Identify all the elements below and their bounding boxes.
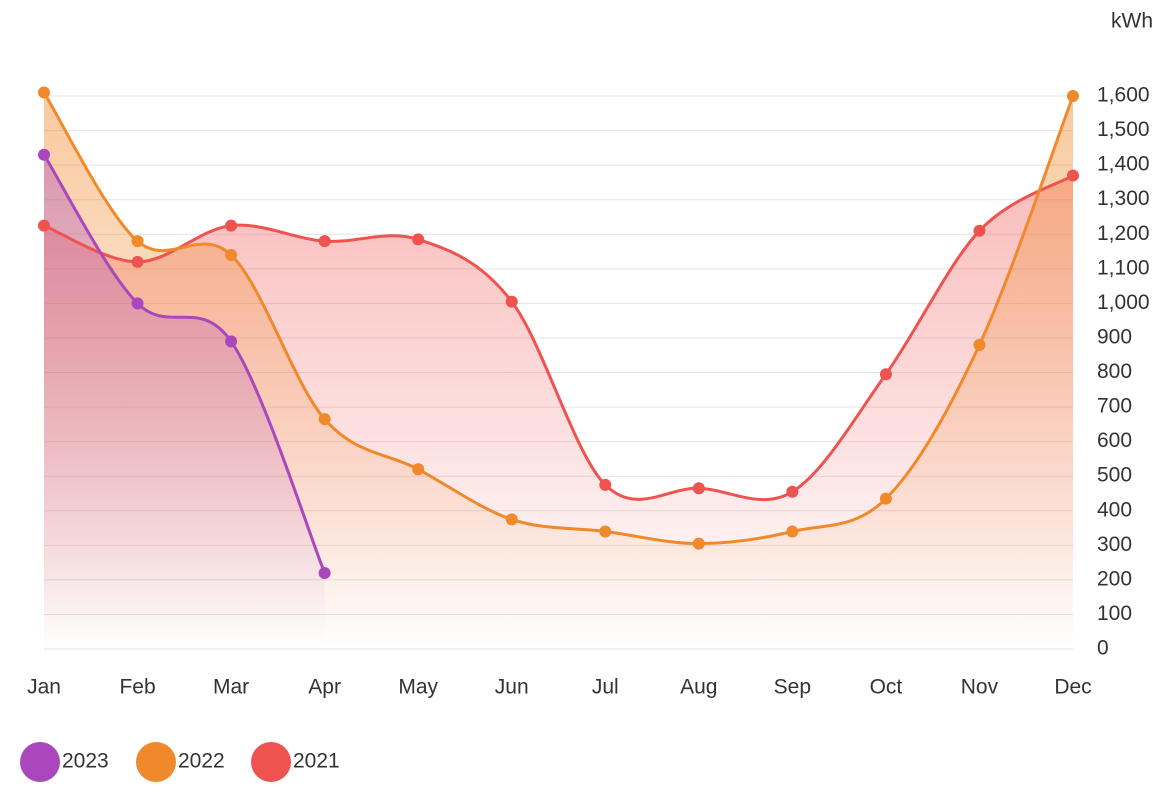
point	[1067, 169, 1079, 182]
point	[38, 148, 50, 161]
x-tick-label: Oct	[870, 676, 903, 699]
point	[1067, 90, 1079, 102]
legend-swatch	[136, 742, 176, 782]
point	[318, 566, 331, 579]
point	[879, 368, 892, 381]
y-tick-label: 1,200	[1097, 222, 1150, 245]
y-tick-label: 700	[1097, 395, 1132, 418]
x-tick-label: Jul	[592, 676, 619, 699]
point	[225, 219, 238, 232]
y-tick-label: 400	[1097, 498, 1132, 521]
y-tick-label: 800	[1097, 360, 1132, 383]
x-tick-label: Jun	[495, 676, 529, 699]
x-tick-label: Feb	[119, 676, 155, 699]
point	[318, 413, 331, 426]
point	[599, 525, 612, 538]
point	[131, 235, 144, 248]
y-tick-label: 0	[1097, 637, 1109, 660]
y-tick-label: 600	[1097, 429, 1132, 452]
x-tick-label: Sep	[774, 676, 811, 699]
line	[42, 91, 1075, 546]
legend-label: 2022	[178, 750, 225, 773]
y-tick-label: 900	[1097, 325, 1132, 348]
line	[42, 153, 327, 574]
legend-label: 2021	[293, 750, 340, 773]
y-tick-label: 200	[1097, 567, 1132, 590]
point	[318, 235, 331, 248]
point	[786, 525, 799, 538]
y-tick-label: 1,500	[1097, 118, 1150, 141]
point	[412, 233, 425, 246]
point	[879, 492, 892, 505]
point	[786, 485, 799, 498]
point	[692, 482, 705, 495]
x-tick-label: Mar	[213, 676, 249, 699]
legend-swatch	[251, 742, 291, 782]
point	[38, 219, 50, 232]
points	[38, 86, 1079, 579]
legend-label: 2023	[62, 750, 109, 773]
x-tick-label: Nov	[961, 676, 999, 699]
y-tick-label: 1,000	[1097, 291, 1150, 314]
area	[44, 154, 325, 649]
y-tick-label: 500	[1097, 464, 1132, 487]
y-tick-label: 300	[1097, 533, 1132, 556]
point	[412, 463, 425, 476]
x-tick-label: Dec	[1054, 676, 1091, 699]
point	[38, 86, 50, 99]
point	[973, 224, 986, 237]
x-tick-label: Aug	[680, 676, 717, 699]
point	[225, 248, 238, 261]
legend-swatch	[20, 742, 60, 782]
point	[225, 335, 238, 348]
point	[599, 478, 612, 491]
x-tick-label: Jan	[27, 676, 61, 699]
point	[131, 255, 144, 268]
point	[505, 295, 518, 308]
y-unit: kWh	[1111, 10, 1153, 33]
x-tick-label: Apr	[308, 676, 341, 699]
y-tick-label: 1,400	[1097, 153, 1150, 176]
y-tick-label: 1,100	[1097, 256, 1150, 279]
y-tick-label: 1,300	[1097, 187, 1150, 210]
point	[692, 537, 705, 550]
y-tick-label: 1,600	[1097, 84, 1150, 107]
point	[973, 338, 986, 351]
areas	[44, 92, 1073, 649]
point	[505, 513, 518, 526]
y-tick-label: 100	[1097, 602, 1132, 625]
x-tick-label: May	[398, 676, 438, 699]
point	[131, 297, 144, 310]
